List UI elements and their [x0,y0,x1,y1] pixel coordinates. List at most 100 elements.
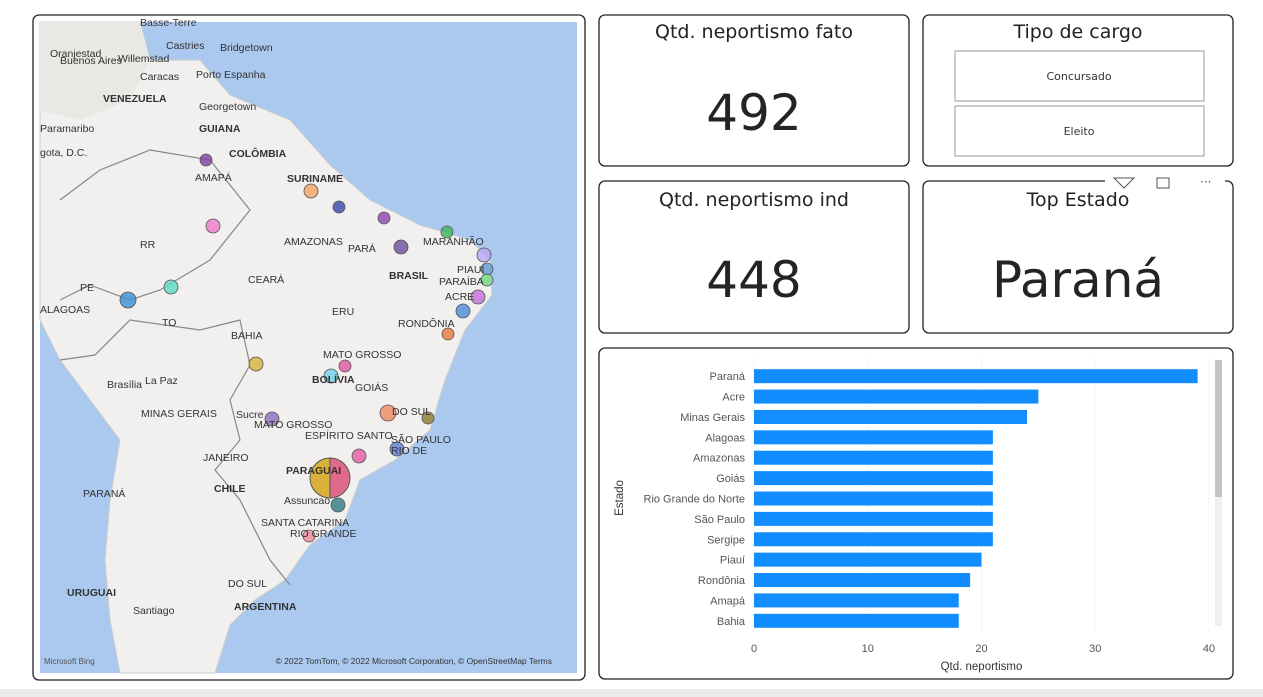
x-tick-label: 40 [1203,643,1215,655]
scrollbar-thumb[interactable] [1215,360,1222,497]
bar[interactable] [754,491,993,506]
map-label: Assuncao [284,495,330,507]
more-icon[interactable]: ··· [1200,175,1211,189]
bar[interactable] [754,532,993,547]
map-label: RIO GRANDE [290,528,357,540]
land [39,21,493,674]
map-label: MATO GROSSO [323,349,401,361]
map-label: MARANHÃO [423,235,484,248]
map-label: PIAUÍ [457,263,485,276]
land [40,22,150,120]
map-label: SANTA CATARINA [261,517,349,529]
map-label: BAHIA [231,330,263,342]
map-label: PE [80,282,94,294]
bar[interactable] [754,613,959,628]
map-bubble[interactable] [329,457,351,499]
bar[interactable] [754,552,982,567]
map-brand: Microsoft Bing [44,657,95,666]
bar[interactable] [754,389,1039,404]
map-bubble[interactable] [302,529,316,543]
map-bubble[interactable] [248,356,264,372]
card-title: Qtd. neportismo ind [659,189,849,211]
y-tick-label: Rio Grande do Norte [644,494,746,506]
map-bubble[interactable] [264,411,280,427]
map-bubble[interactable] [470,289,486,305]
map-label: CHILE [214,483,246,495]
bar[interactable] [754,593,959,608]
map-label: PARANÁ [83,487,125,500]
map-label: DO SUL [392,406,431,418]
card [598,180,910,334]
map-label: ACRE [445,291,474,303]
bar[interactable] [754,430,993,445]
map-bubble[interactable] [351,448,367,464]
map-label: Willemstad [118,53,170,65]
map-bubble[interactable] [379,404,397,422]
card-value: 448 [706,251,801,309]
map-label: RONDÔNIA [398,317,455,330]
card-value: Paraná [992,251,1164,309]
slicer-item-label[interactable]: Eleito [1064,125,1095,138]
y-tick-label: Sergipe [707,534,745,546]
map-bubble[interactable] [377,211,391,225]
map-label: ALAGOAS [40,304,90,316]
map-label: Porto Espanha [196,69,266,81]
map-label: AMAZONAS [284,236,343,248]
y-tick-label: Amapá [710,595,746,607]
border [59,149,251,301]
card [598,14,910,167]
map-label: ESPÍRITO SANTO [305,429,393,442]
bar[interactable] [754,409,1027,424]
slicer-item-label[interactable]: Concursado [1046,70,1111,83]
map-bubble[interactable] [389,441,405,457]
map-label: PARÁ [348,242,376,255]
map-bubble[interactable] [441,327,455,341]
map-bubble[interactable] [440,225,454,239]
bar[interactable] [754,471,993,486]
bar[interactable] [754,450,993,465]
map-label: SÃO PAULO [391,433,451,446]
slicer-item[interactable] [954,105,1205,157]
map-bubble[interactable] [455,303,471,319]
map-bubble[interactable] [421,411,435,425]
y-tick-label: Piauí [720,555,745,567]
map-label: Caracas [140,71,179,83]
map-bubble[interactable] [338,359,352,373]
map-bubble[interactable] [332,200,346,214]
map-bubble[interactable] [323,368,339,384]
map-label: Georgetown [199,101,256,113]
y-tick-label: Goiás [716,473,745,485]
border [59,319,291,586]
map-bubble[interactable] [119,291,137,309]
y-tick-label: Alagoas [705,432,745,444]
map-bubble[interactable] [205,218,221,234]
map-label: Paramaribo [40,123,94,135]
x-axis-title: Qtd. neportismo [941,661,1023,673]
map-label: ARGENTINA [234,601,297,613]
map-bubble[interactable] [303,183,319,199]
y-tick-label: Paraná [710,371,746,383]
map-bubble[interactable] [163,279,179,295]
map-bubble[interactable] [393,239,409,255]
map-bubble[interactable] [309,457,331,499]
map-label: Oranjestad [50,48,102,60]
map-bubble[interactable] [330,497,346,513]
bar[interactable] [754,511,993,526]
bottom-bar [0,689,1263,697]
filter-icon[interactable] [1112,177,1136,189]
bar[interactable] [754,369,1198,384]
map-bubble[interactable] [476,247,492,263]
bar[interactable] [754,573,971,588]
map-label: Sucre [236,409,264,421]
focus-icon[interactable] [1156,177,1170,189]
map-label: VENEZUELA [103,93,167,105]
map-label: gota, D.C. [40,147,87,159]
y-tick-label: Bahia [717,616,746,628]
map-bubble[interactable] [480,273,494,287]
slicer-item[interactable] [954,50,1205,102]
map-bubble[interactable] [199,153,213,167]
y-tick-label: Rondônia [698,575,746,587]
y-tick-label: Minas Gerais [680,412,745,424]
map-label: PARAÍBA [439,275,484,288]
